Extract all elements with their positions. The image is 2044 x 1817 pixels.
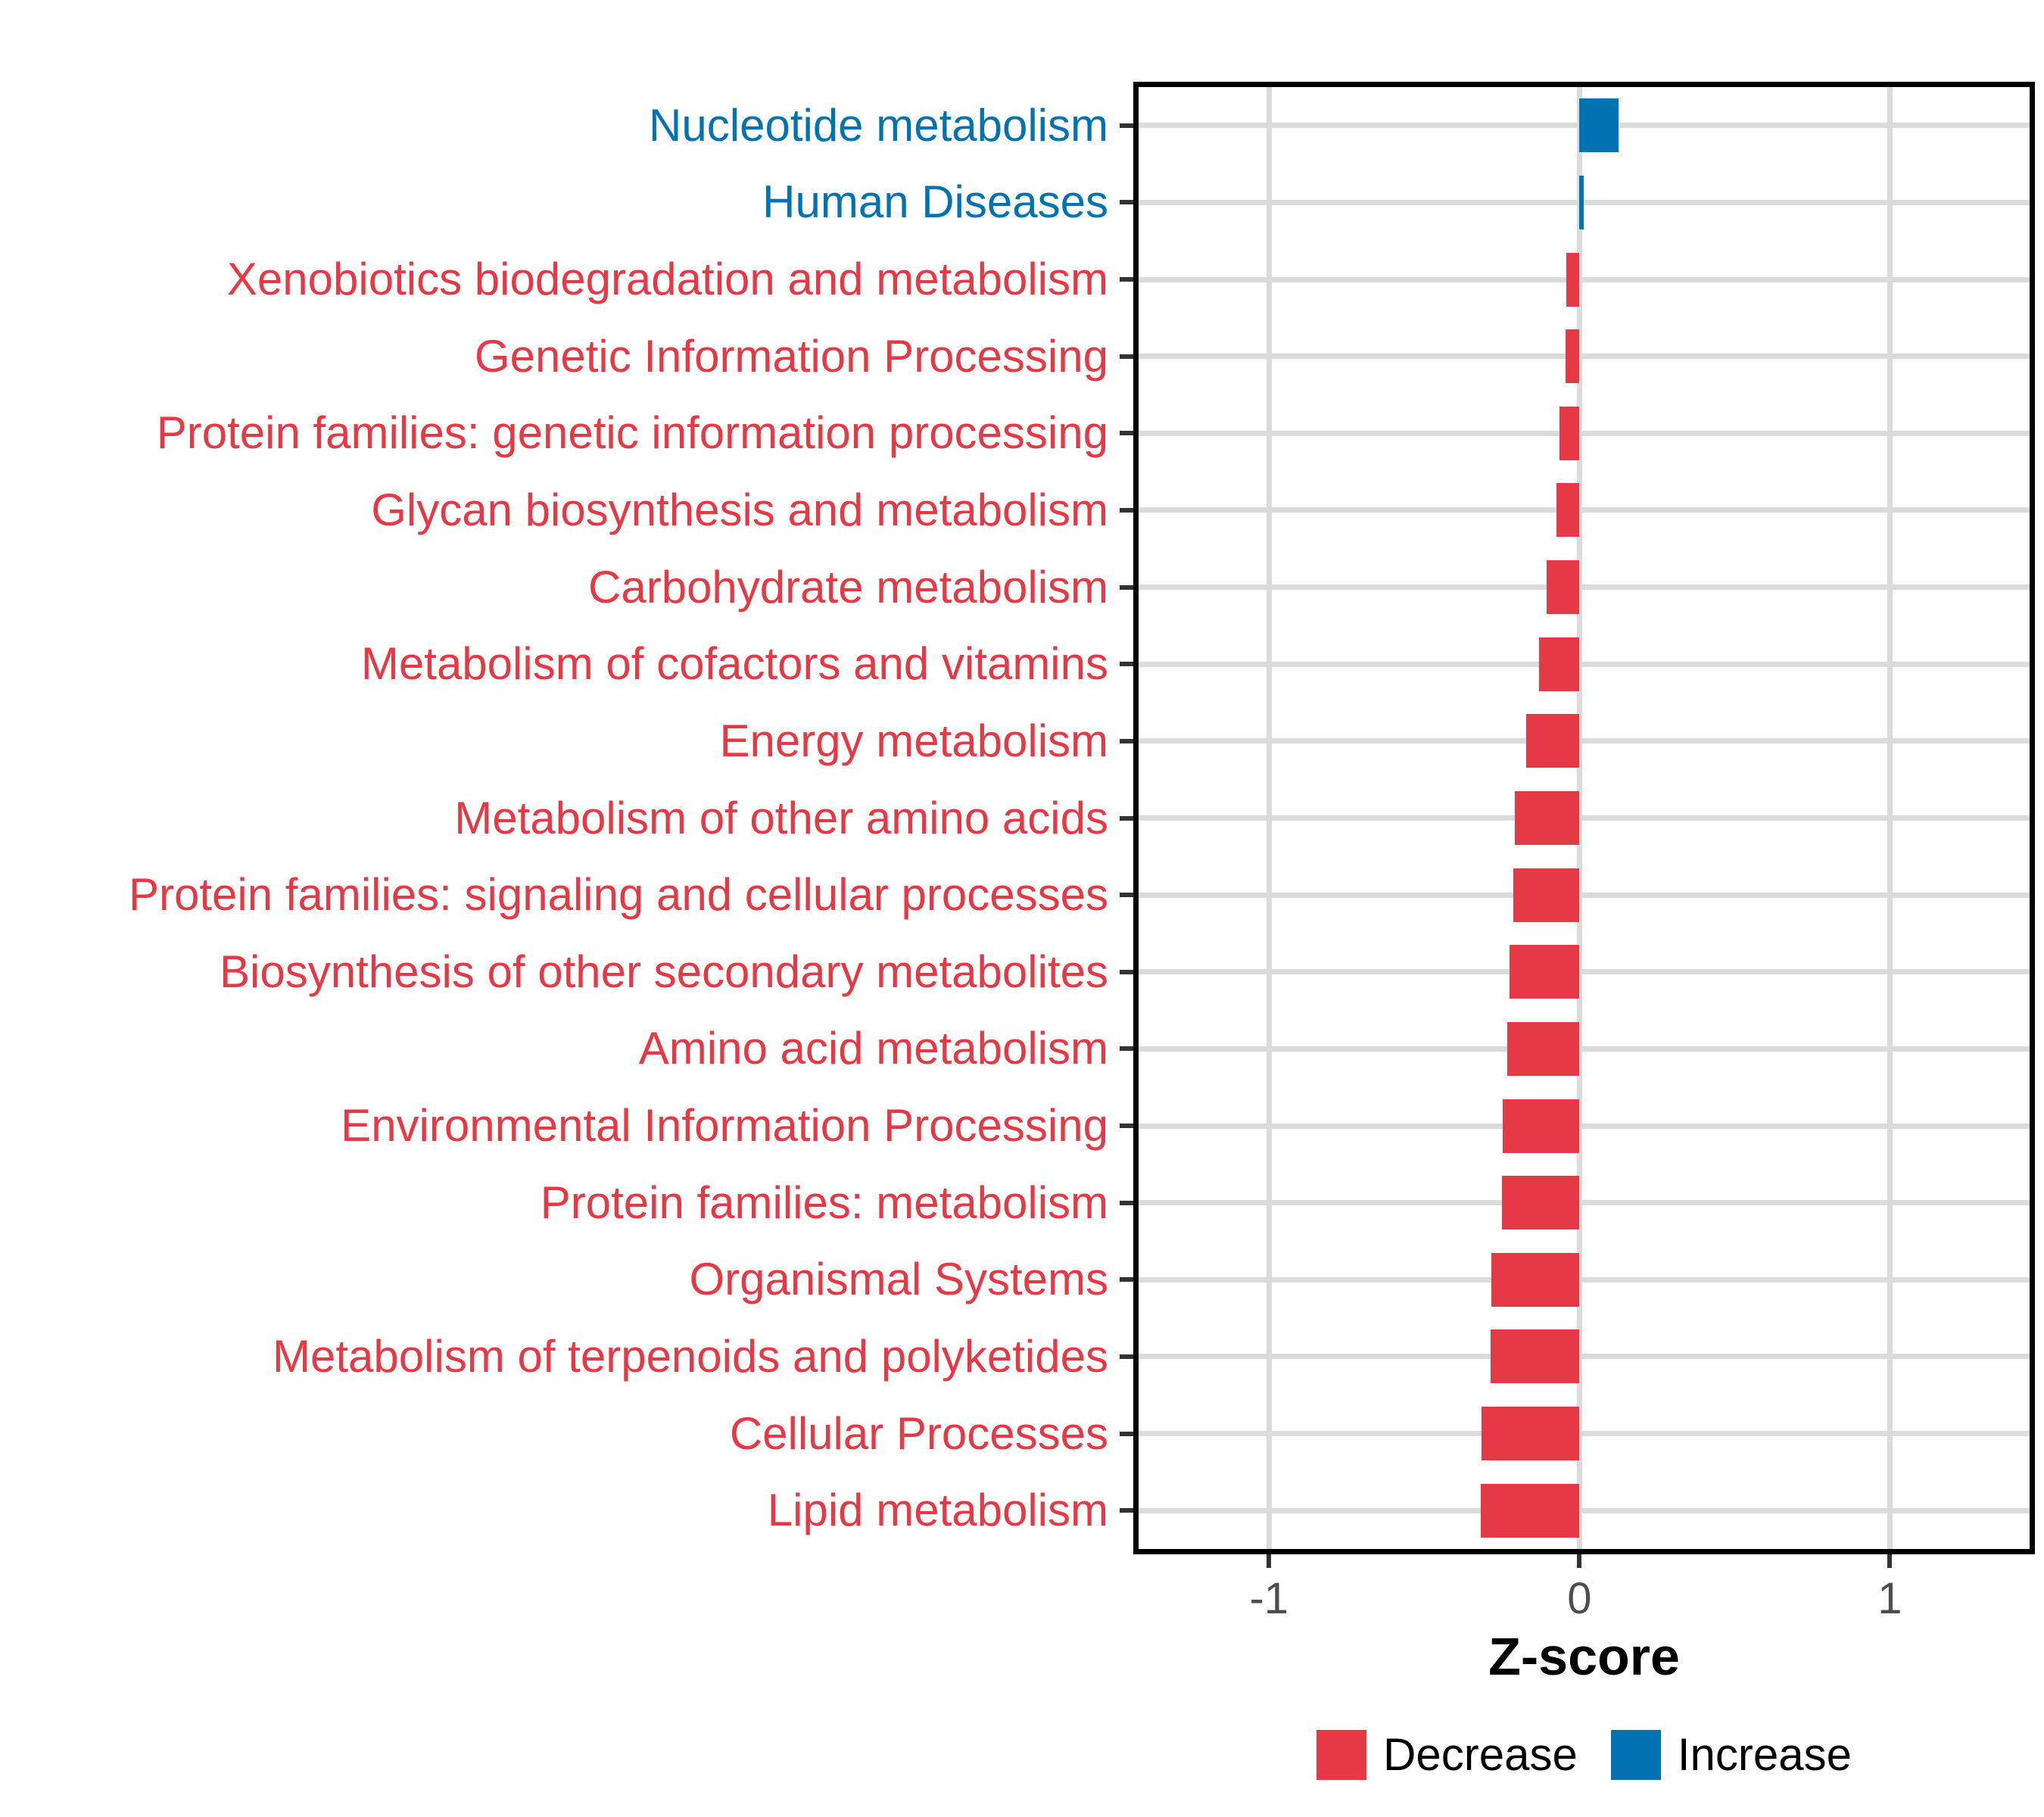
y-axis-tick <box>1120 200 1139 205</box>
y-axis-tick <box>1120 1431 1139 1436</box>
category-label: Human Diseases <box>762 176 1108 228</box>
category-label: Xenobiotics biodegradation and metabolis… <box>226 254 1108 305</box>
category-label: Energy metabolism <box>719 715 1108 766</box>
y-gridline <box>1139 815 2030 821</box>
x-axis-tick <box>1267 1549 1272 1568</box>
category-label: Cellular Processes <box>729 1407 1108 1459</box>
bar <box>1491 1252 1580 1307</box>
bar <box>1579 175 1584 229</box>
y-axis-tick <box>1120 1046 1139 1052</box>
y-gridline <box>1139 430 2030 436</box>
y-gridline <box>1139 1046 2030 1052</box>
category-label: Metabolism of other amino acids <box>454 792 1108 843</box>
y-gridline <box>1139 1276 2030 1282</box>
y-axis-tick <box>1120 893 1139 898</box>
y-axis-tick <box>1120 738 1139 743</box>
x-tick-label: -1 <box>1249 1574 1289 1623</box>
category-label: Carbohydrate metabolism <box>588 561 1108 612</box>
y-axis-tick <box>1120 1124 1139 1129</box>
y-axis-tick <box>1120 1508 1139 1513</box>
y-gridline <box>1139 892 2030 898</box>
y-axis-tick <box>1120 277 1139 282</box>
y-gridline <box>1139 1354 2030 1360</box>
bar <box>1501 1176 1580 1230</box>
y-gridline <box>1139 199 2030 205</box>
y-gridline <box>1139 1507 2030 1513</box>
bar <box>1510 945 1580 999</box>
bar <box>1566 329 1580 384</box>
category-label: Lipid metabolism <box>767 1485 1108 1536</box>
y-axis-tick <box>1120 507 1139 513</box>
y-gridline <box>1139 969 2030 975</box>
category-label: Genetic Information Processing <box>474 330 1108 382</box>
legend-item-decrease: Decrease <box>1316 1730 1578 1780</box>
category-label: Protein families: metabolism <box>540 1177 1108 1228</box>
y-axis-tick <box>1120 1200 1139 1205</box>
plot-panel <box>1133 82 2035 1554</box>
bar <box>1566 252 1580 307</box>
y-axis-tick <box>1120 815 1139 821</box>
y-gridline <box>1139 738 2030 744</box>
y-axis-tick <box>1120 123 1139 128</box>
y-axis-tick <box>1120 1354 1139 1359</box>
legend-label-increase: Increase <box>1677 1729 1852 1780</box>
bar <box>1480 1483 1580 1538</box>
bar <box>1514 791 1580 845</box>
bar <box>1579 98 1619 153</box>
bar <box>1526 714 1580 768</box>
legend-item-increase: Increase <box>1610 1729 1852 1780</box>
y-axis-tick <box>1120 662 1139 667</box>
y-axis-tick <box>1120 969 1139 974</box>
x-tick-label: 0 <box>1567 1574 1592 1623</box>
y-gridline <box>1139 507 2030 513</box>
x-axis-tick <box>1887 1549 1893 1568</box>
bar <box>1559 406 1580 460</box>
category-label: Protein families: genetic information pr… <box>156 407 1108 459</box>
bar <box>1481 1407 1580 1461</box>
x-axis-tick <box>1577 1549 1582 1568</box>
bar <box>1556 483 1580 538</box>
bar <box>1507 1021 1580 1076</box>
category-label: Biosynthesis of other secondary metaboli… <box>220 946 1108 997</box>
bar <box>1547 560 1580 615</box>
decrease-color-swatch <box>1316 1730 1367 1780</box>
bar <box>1513 868 1580 922</box>
y-axis-tick <box>1120 1277 1139 1282</box>
y-axis-tick <box>1120 431 1139 436</box>
x-axis-title: Z-score <box>1488 1627 1680 1686</box>
category-label: Organismal Systems <box>689 1254 1108 1305</box>
category-label: Protein families: signaling and cellular… <box>129 869 1108 921</box>
y-gridline <box>1139 1200 2030 1206</box>
category-label: Environmental Information Processing <box>341 1100 1108 1152</box>
y-axis-tick <box>1120 584 1139 590</box>
bar <box>1538 637 1580 691</box>
y-gridline <box>1139 661 2030 667</box>
legend: Decrease Increase <box>1139 1730 2030 1780</box>
category-label: Glycan biosynthesis and metabolism <box>371 484 1108 535</box>
increase-color-swatch <box>1610 1730 1661 1780</box>
category-label: Metabolism of terpenoids and polyketides <box>273 1330 1108 1382</box>
y-gridline <box>1139 354 2030 360</box>
bar <box>1503 1099 1580 1153</box>
y-gridline <box>1139 1123 2030 1129</box>
category-label: Metabolism of cofactors and vitamins <box>360 638 1108 690</box>
y-gridline <box>1139 276 2030 282</box>
category-label: Amino acid metabolism <box>638 1023 1108 1074</box>
y-gridline <box>1139 584 2030 591</box>
category-label: Nucleotide metabolism <box>649 99 1108 151</box>
y-axis-tick <box>1120 354 1139 359</box>
bar <box>1490 1329 1580 1384</box>
x-tick-label: 1 <box>1877 1574 1902 1623</box>
legend-label-decrease: Decrease <box>1383 1729 1578 1780</box>
y-gridline <box>1139 1431 2030 1437</box>
